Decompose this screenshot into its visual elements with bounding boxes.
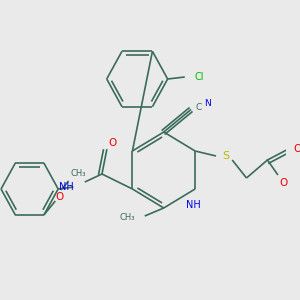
Text: Cl: Cl	[194, 72, 204, 82]
Text: O: O	[55, 192, 63, 202]
Text: S: S	[222, 151, 229, 161]
Text: C: C	[195, 103, 201, 112]
Text: NH: NH	[186, 200, 201, 210]
Text: O: O	[293, 144, 300, 154]
Text: O: O	[109, 138, 117, 148]
Text: NH: NH	[58, 182, 74, 192]
Text: CH₃: CH₃	[120, 214, 135, 223]
Text: O: O	[280, 178, 288, 188]
Text: CH₃: CH₃	[70, 169, 86, 178]
Text: N: N	[204, 100, 211, 109]
